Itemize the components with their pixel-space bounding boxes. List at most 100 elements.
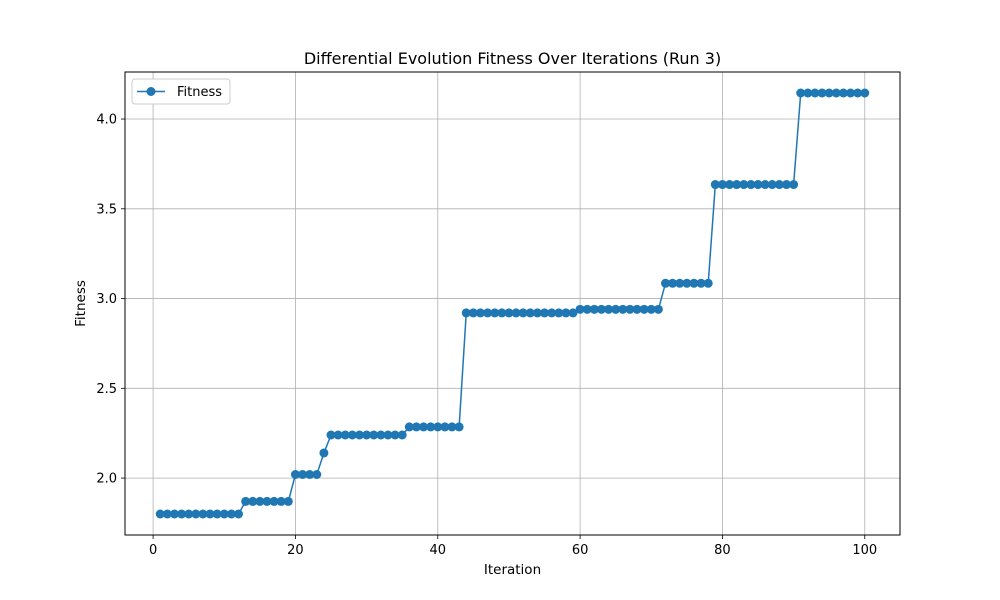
data-point xyxy=(532,308,542,318)
data-point xyxy=(376,430,386,440)
y-tick-label: 2.0 xyxy=(96,472,117,487)
data-point xyxy=(198,509,208,519)
data-point xyxy=(191,509,201,519)
data-point xyxy=(625,304,635,314)
data-point xyxy=(269,496,279,506)
data-point xyxy=(468,308,478,318)
data-point xyxy=(853,88,863,98)
data-point xyxy=(397,430,407,440)
data-point xyxy=(518,308,528,318)
data-point xyxy=(561,308,571,318)
data-point xyxy=(404,422,414,432)
data-point xyxy=(333,430,343,440)
data-point xyxy=(234,509,244,519)
data-point xyxy=(390,430,400,440)
data-point xyxy=(511,308,521,318)
data-point xyxy=(319,448,329,458)
data-point xyxy=(497,308,507,318)
data-point xyxy=(710,180,720,190)
x-tick-label: 0 xyxy=(149,543,157,558)
data-point xyxy=(347,430,357,440)
data-point xyxy=(589,304,599,314)
data-point xyxy=(290,470,300,479)
data-point xyxy=(774,180,784,190)
data-point xyxy=(490,308,500,318)
data-point xyxy=(248,496,258,506)
data-point xyxy=(383,430,393,440)
series-marker-layer xyxy=(155,88,870,519)
data-point xyxy=(611,304,621,314)
data-point xyxy=(846,88,856,98)
data-point xyxy=(440,422,450,432)
x-tick-label: 60 xyxy=(572,543,589,558)
data-point xyxy=(838,88,848,98)
data-point xyxy=(632,304,642,314)
data-point xyxy=(369,430,379,440)
data-point xyxy=(255,496,265,506)
data-point xyxy=(582,304,592,314)
data-point xyxy=(760,180,770,190)
data-point xyxy=(483,308,493,318)
data-point xyxy=(283,496,293,506)
legend-box xyxy=(131,78,231,105)
data-point xyxy=(433,422,443,432)
data-point xyxy=(475,308,485,318)
y-tick-label: 2.5 xyxy=(96,382,117,397)
data-point xyxy=(461,308,471,318)
data-point xyxy=(205,509,215,519)
data-point xyxy=(447,422,457,432)
data-point xyxy=(575,304,585,314)
data-point xyxy=(241,496,251,506)
chart-title: Differential Evolution Fitness Over Iter… xyxy=(304,49,721,68)
data-point xyxy=(454,422,464,432)
data-point xyxy=(668,278,678,288)
data-point xyxy=(753,180,763,190)
data-point xyxy=(618,304,628,314)
data-point xyxy=(596,304,606,314)
x-tick-label: 80 xyxy=(714,543,731,558)
y-axis: 2.0 2.5 3.0 3.5 4.0 xyxy=(96,113,125,487)
data-point xyxy=(162,509,172,519)
data-point xyxy=(276,496,286,506)
data-point xyxy=(796,88,806,98)
data-point xyxy=(789,180,799,190)
x-tick-label: 20 xyxy=(287,543,304,558)
grid-lines xyxy=(125,72,900,535)
data-point xyxy=(810,88,820,98)
plot-area-frame xyxy=(124,71,901,536)
data-point xyxy=(340,430,350,440)
y-axis-label: Fitness xyxy=(73,280,89,327)
data-point xyxy=(177,509,187,519)
data-point xyxy=(689,278,699,288)
data-point xyxy=(639,304,649,314)
y-tick-label: 3.5 xyxy=(96,202,117,217)
data-point xyxy=(212,509,222,519)
data-point xyxy=(675,278,685,288)
data-point xyxy=(262,496,272,506)
data-point xyxy=(817,88,827,98)
data-point xyxy=(169,509,179,519)
data-point xyxy=(725,180,735,190)
data-point xyxy=(525,308,535,318)
y-tick-label: 3.0 xyxy=(96,292,117,307)
data-point xyxy=(732,180,742,190)
legend-marker-swatch xyxy=(146,87,156,96)
data-point xyxy=(568,308,578,318)
data-point xyxy=(646,304,656,314)
x-axis-label: Iteration xyxy=(484,562,541,578)
data-point xyxy=(426,422,436,432)
x-tick-label: 100 xyxy=(852,543,877,558)
data-point xyxy=(419,422,429,432)
data-point xyxy=(604,304,614,314)
data-point xyxy=(554,308,564,318)
data-point xyxy=(504,308,514,318)
x-tick-label: 40 xyxy=(430,543,447,558)
data-point xyxy=(312,470,322,479)
legend-label-fitness: Fitness xyxy=(177,85,222,100)
data-point xyxy=(831,88,841,98)
data-point xyxy=(717,180,727,190)
data-point xyxy=(860,88,870,98)
data-point xyxy=(696,278,706,288)
data-point xyxy=(781,180,791,190)
